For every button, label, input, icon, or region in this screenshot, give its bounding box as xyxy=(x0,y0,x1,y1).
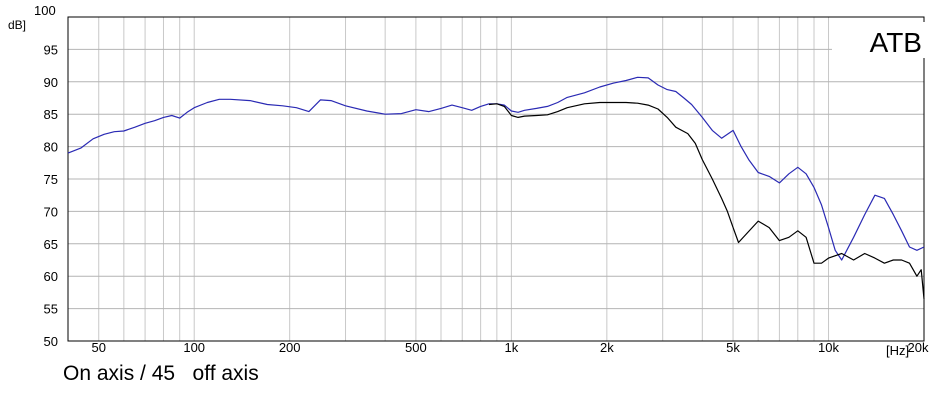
chart-title: ATB xyxy=(870,27,922,58)
plot-frame xyxy=(67,16,925,342)
x-tick-label: 5k xyxy=(726,340,740,355)
y-tick-label: 60 xyxy=(44,269,58,284)
series-line-2 xyxy=(488,101,925,299)
y-tick-label: 80 xyxy=(44,140,58,155)
x-tick-label: 20k xyxy=(908,340,929,355)
y-tick-label: 55 xyxy=(44,302,58,317)
x-axis-label: [Hz] xyxy=(886,343,909,358)
series-line-1 xyxy=(67,76,925,261)
x-tick-label: 200 xyxy=(279,340,301,355)
y-tick-label: 100 xyxy=(34,3,56,18)
y-tick-label: 75 xyxy=(44,172,58,187)
x-tick-label: 10k xyxy=(818,340,839,355)
x-tick-label: 1k xyxy=(505,340,519,355)
y-tick-label: 50 xyxy=(44,334,58,349)
y-tick-labels: 50 55 60 65 70 75 80 85 90 95 100 xyxy=(34,3,58,349)
y-tick-label: 85 xyxy=(44,107,58,122)
x-tick-label: 50 xyxy=(92,340,106,355)
major-gridlines xyxy=(68,16,924,342)
series-lines xyxy=(67,76,925,299)
x-tick-label: 500 xyxy=(405,340,427,355)
x-tick-label: 100 xyxy=(183,340,205,355)
chart-caption: On axis / 45 off axis xyxy=(63,362,259,385)
y-tick-label: 95 xyxy=(44,42,58,57)
x-tick-labels: 50 100 200 500 1k 2k 5k 10k 20k xyxy=(92,340,929,355)
y-tick-label: 90 xyxy=(44,75,58,90)
y-tick-label: 65 xyxy=(44,237,58,252)
title-box-background xyxy=(832,22,928,58)
x-tick-label: 2k xyxy=(600,340,614,355)
y-tick-label: 70 xyxy=(44,204,58,219)
y-axis-label: dB] xyxy=(8,18,26,32)
